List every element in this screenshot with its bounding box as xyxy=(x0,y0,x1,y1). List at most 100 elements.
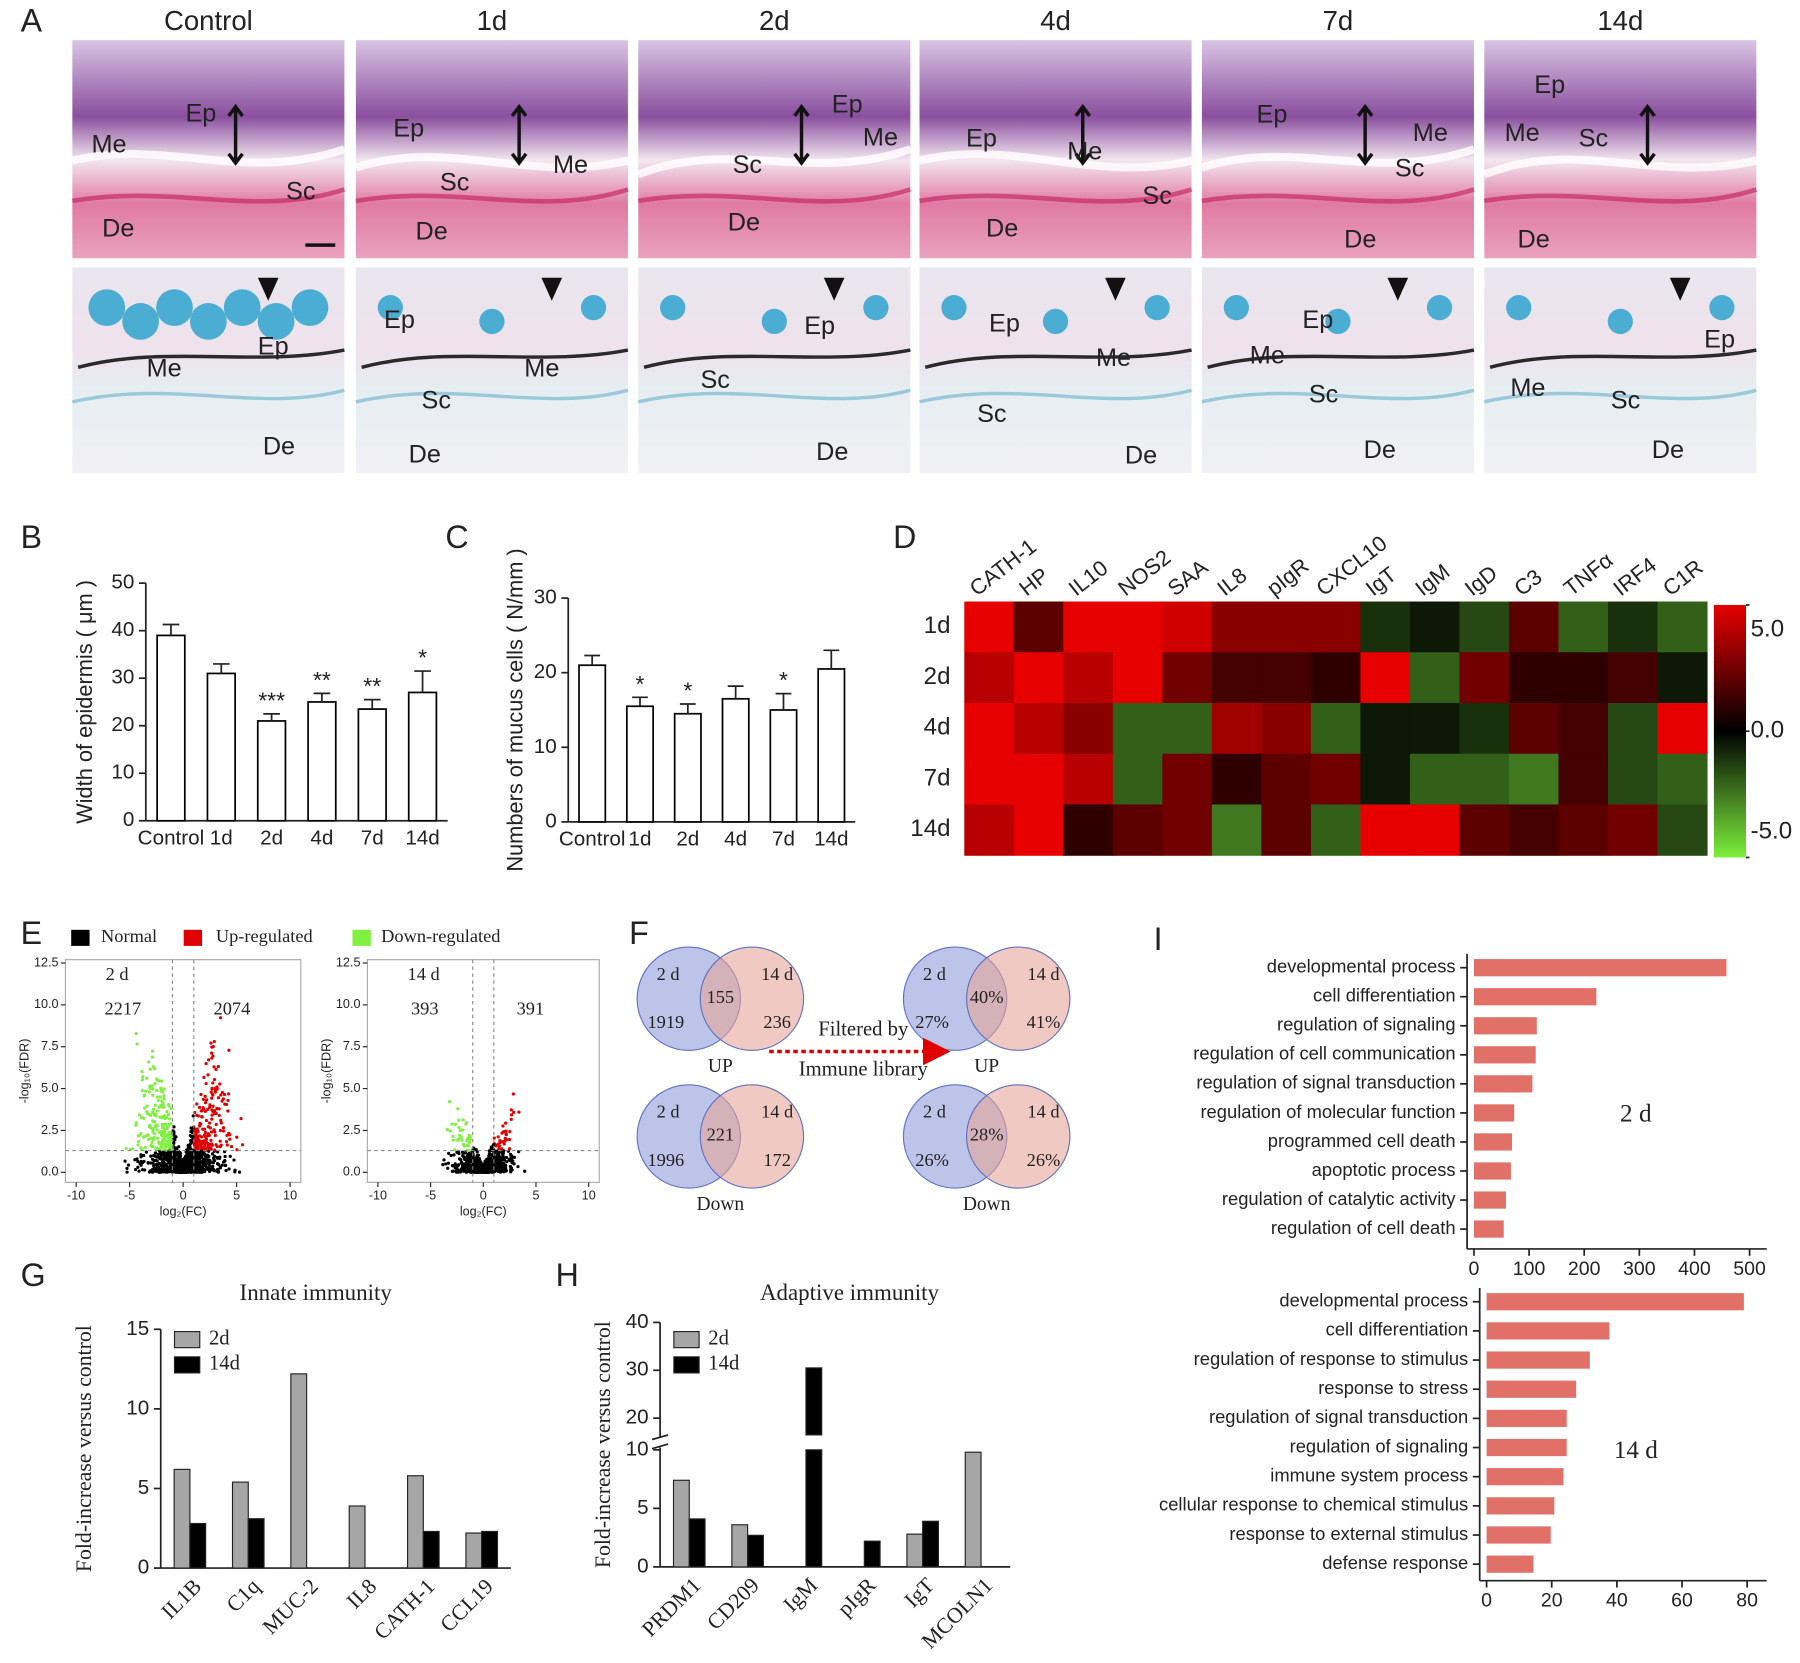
scatter-dot xyxy=(505,1160,509,1164)
significance: * xyxy=(636,671,645,697)
tissue-label: Ep xyxy=(258,332,289,360)
tissue-label: De xyxy=(102,214,134,242)
bar xyxy=(805,1449,823,1568)
tissue-label: De xyxy=(816,438,848,466)
scatter-dot xyxy=(444,1162,448,1166)
scatter-dot xyxy=(153,1103,157,1107)
plot-frame xyxy=(64,959,302,1183)
scatter-dot xyxy=(191,1169,196,1173)
scatter-dot xyxy=(469,1166,473,1170)
tissue-label: Sc xyxy=(977,400,1006,428)
legend-label: 14d xyxy=(209,1353,241,1375)
scatter-dot xyxy=(507,1137,512,1142)
scatter-dot xyxy=(141,1160,145,1164)
y-tick-label: 10 xyxy=(534,735,557,758)
scatter-dot xyxy=(139,1132,143,1136)
scatter-dot xyxy=(151,1130,155,1134)
scatter-dot xyxy=(197,1134,202,1138)
scatter-dot xyxy=(510,1161,514,1165)
tissue-label: De xyxy=(1652,436,1684,464)
tissue-label: Sc xyxy=(700,366,729,394)
mucus-cell xyxy=(1426,295,1453,321)
heat-cell xyxy=(1360,753,1411,806)
scatter-dot xyxy=(151,1161,155,1165)
arrow-text: Filtered by xyxy=(818,1019,909,1041)
tissue-label: Me xyxy=(1096,344,1131,372)
heat-cell xyxy=(1657,601,1708,653)
y-tick-label: regulation of catalytic activity xyxy=(1222,1188,1456,1209)
heat-cell xyxy=(1459,804,1510,856)
tissue-label: De xyxy=(263,432,295,460)
bar xyxy=(407,691,438,822)
y-tick-label: 2.5 xyxy=(343,1123,361,1137)
scatter-dot xyxy=(124,1146,128,1151)
scatter-dot xyxy=(219,1121,223,1125)
tissue-streak xyxy=(71,187,346,204)
scatter-dot xyxy=(163,1116,167,1121)
scatter-dot xyxy=(227,1048,231,1052)
venn-count: 236 xyxy=(763,1012,791,1032)
bar xyxy=(1486,1380,1577,1398)
bar xyxy=(731,1524,749,1568)
scatter-dot xyxy=(218,1165,222,1169)
scatter-dot xyxy=(139,1116,144,1120)
arrowhead xyxy=(257,277,279,301)
colorbar-label: -5.0 xyxy=(1751,818,1793,845)
error-bar xyxy=(414,670,431,693)
legend-label: 2d xyxy=(708,1327,729,1349)
scatter-dot xyxy=(216,1156,220,1160)
legend-label: 2d xyxy=(209,1327,230,1349)
y-tick-label: regulation of signaling xyxy=(1290,1435,1469,1456)
y-tick-label: regulation of molecular function xyxy=(1200,1101,1455,1122)
panel-letter: A xyxy=(21,2,43,38)
error-bar xyxy=(632,696,648,707)
scatter-dot xyxy=(199,1170,203,1174)
scatter-dot xyxy=(452,1148,457,1152)
scatter-dot xyxy=(157,1161,161,1166)
x-tick-label: -10 xyxy=(67,1188,85,1202)
y-tick-label: regulation of signaling xyxy=(1277,1014,1456,1035)
count-label: 2217 xyxy=(104,998,141,1018)
x-tick-label: PRDM1 xyxy=(637,1573,705,1641)
scatter-dot xyxy=(204,1081,208,1086)
colorbar xyxy=(1713,604,1747,858)
heat-cell xyxy=(1211,601,1262,653)
scatter-dot xyxy=(158,1152,162,1156)
scatter-dot xyxy=(497,1147,501,1151)
y-tick-label: regulation of signal transduction xyxy=(1209,1406,1468,1427)
scatter-dot xyxy=(196,1114,201,1118)
row-label: 2d xyxy=(924,663,951,690)
count-label: 393 xyxy=(411,998,439,1018)
scatter-dot xyxy=(216,1096,221,1100)
scatter-dot xyxy=(211,1164,215,1168)
scatter-dot xyxy=(229,1144,234,1149)
heat-cell xyxy=(1360,804,1411,856)
scatter-dot xyxy=(453,1122,457,1126)
scatter-dot xyxy=(214,1122,218,1127)
scatter-dot xyxy=(449,1153,453,1158)
y-tick-label: cell differentiation xyxy=(1313,985,1456,1006)
scatter-dot xyxy=(170,1150,174,1154)
bar xyxy=(721,697,750,823)
scatter-dot xyxy=(154,1147,158,1151)
scatter-dot xyxy=(499,1163,503,1167)
y-tick-label: 20 xyxy=(626,1406,649,1429)
bar xyxy=(156,634,186,822)
scatter-dot xyxy=(139,1146,143,1150)
double-arrow xyxy=(510,103,528,166)
column-label: Control xyxy=(164,5,253,36)
scatter-dot xyxy=(136,1143,140,1147)
x-tick-label: -5 xyxy=(425,1188,436,1202)
x-tick-label: pIgR xyxy=(833,1573,881,1621)
scatter-dot xyxy=(203,1130,207,1135)
melanin-streak xyxy=(1489,348,1757,370)
tissue-streak xyxy=(1483,187,1758,204)
panel-letter: C xyxy=(445,519,468,555)
scatter-dot xyxy=(448,1100,452,1104)
tissue-label: Sc xyxy=(1142,182,1171,210)
tissue-label: Me xyxy=(1250,342,1285,370)
scatter-dot xyxy=(228,1154,232,1159)
y-tick-label: developmental process xyxy=(1267,956,1456,977)
tissue-label: Me xyxy=(863,124,898,152)
scatter-dot xyxy=(150,1055,154,1059)
